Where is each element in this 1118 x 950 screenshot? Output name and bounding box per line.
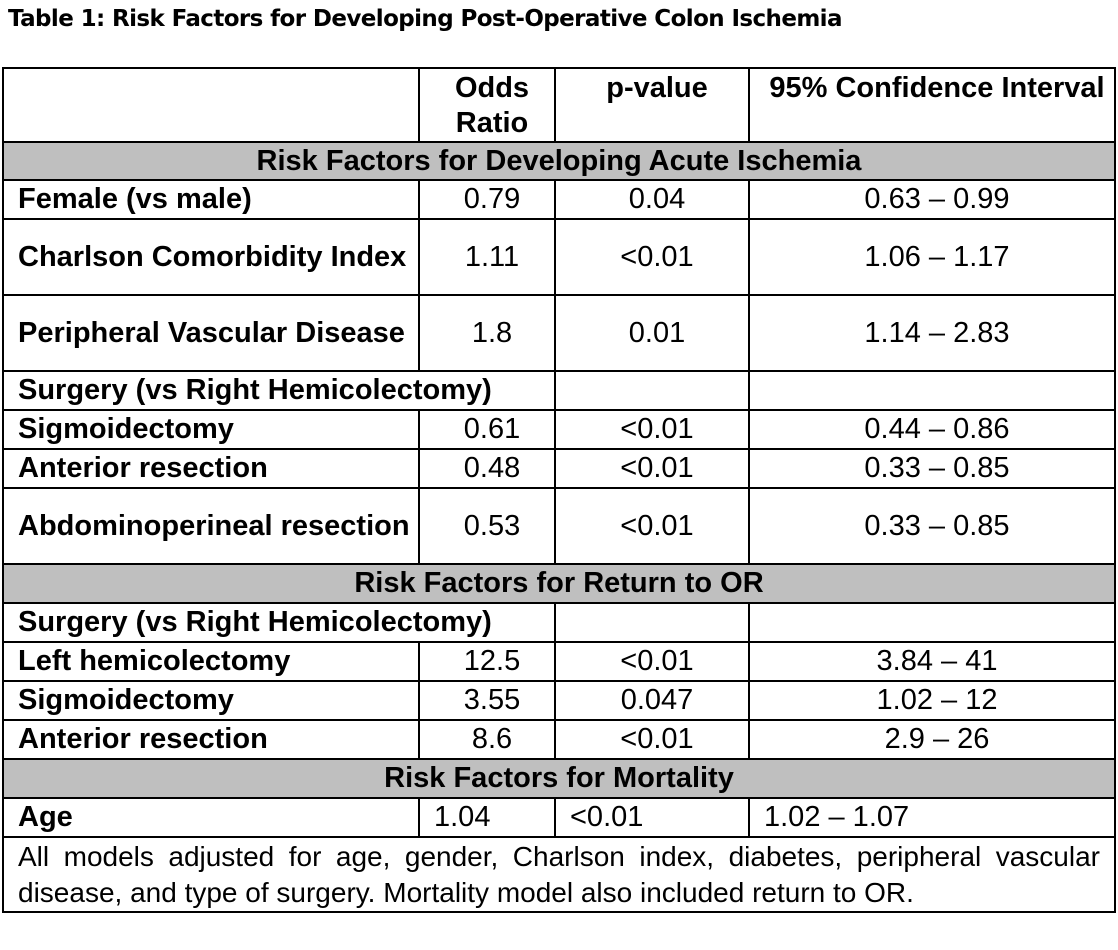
p-value-cell: <0.01 (554, 641, 750, 682)
odds-ratio-cell: 1.04 (418, 797, 556, 838)
p-value-cell: <0.01 (554, 487, 750, 565)
row-label: Age (2, 797, 420, 838)
p-value-cell: <0.01 (554, 218, 750, 296)
odds-ratio-cell: 0.79 (418, 179, 556, 220)
table-row: Peripheral Vascular Disease 1.8 0.01 1.1… (2, 294, 1116, 372)
row-label: Anterior resection (2, 448, 420, 489)
header-p-value: p-value (554, 67, 750, 143)
empty-cell (554, 602, 750, 643)
section-heading-acute-ischemia: Risk Factors for Developing Acute Ischem… (2, 141, 1116, 181)
table-row: Abdominoperineal resection 0.53 <0.01 0.… (2, 487, 1116, 565)
row-label: Charlson Comorbidity Index (2, 218, 420, 296)
row-label: Surgery (vs Right Hemicolectomy) (2, 602, 556, 643)
footnote-row: All models adjusted for age, gender, Cha… (2, 836, 1116, 913)
subheading-row: Surgery (vs Right Hemicolectomy) (2, 370, 1116, 411)
row-label: Left hemicolectomy (2, 641, 420, 682)
ci-cell: 1.02 – 1.07 (748, 797, 1116, 838)
table-footnote: All models adjusted for age, gender, Cha… (2, 836, 1116, 913)
table-row: Left hemicolectomy 12.5 <0.01 3.84 – 41 (2, 641, 1116, 682)
ci-cell: 1.06 – 1.17 (748, 218, 1116, 296)
ci-cell: 0.44 – 0.86 (748, 409, 1116, 450)
table-row: Sigmoidectomy 0.61 <0.01 0.44 – 0.86 (2, 409, 1116, 450)
table-row: Anterior resection 0.48 <0.01 0.33 – 0.8… (2, 448, 1116, 489)
p-value-cell: <0.01 (554, 797, 750, 838)
odds-ratio-cell: 8.6 (418, 719, 556, 760)
risk-factors-table: Odds Ratio p-value 95% Confidence Interv… (2, 67, 1116, 913)
p-value-cell: 0.01 (554, 294, 750, 372)
subheading-row: Surgery (vs Right Hemicolectomy) (2, 602, 1116, 643)
table-row: Sigmoidectomy 3.55 0.047 1.02 – 12 (2, 680, 1116, 721)
row-label: Sigmoidectomy (2, 680, 420, 721)
odds-ratio-cell: 0.48 (418, 448, 556, 489)
ci-cell: 3.84 – 41 (748, 641, 1116, 682)
table-row: Charlson Comorbidity Index 1.11 <0.01 1.… (2, 218, 1116, 296)
ci-cell: 2.9 – 26 (748, 719, 1116, 760)
odds-ratio-cell: 12.5 (418, 641, 556, 682)
empty-cell (748, 602, 1116, 643)
row-label: Peripheral Vascular Disease (2, 294, 420, 372)
odds-ratio-cell: 1.11 (418, 218, 556, 296)
empty-cell (748, 370, 1116, 411)
ci-cell: 1.14 – 2.83 (748, 294, 1116, 372)
section-header-row: Risk Factors for Developing Acute Ischem… (2, 141, 1116, 181)
ci-cell: 0.33 – 0.85 (748, 448, 1116, 489)
odds-ratio-cell: 1.8 (418, 294, 556, 372)
p-value-cell: <0.01 (554, 409, 750, 450)
section-heading-return-to-or: Risk Factors for Return to OR (2, 563, 1116, 604)
table-row: Anterior resection 8.6 <0.01 2.9 – 26 (2, 719, 1116, 760)
row-label: Sigmoidectomy (2, 409, 420, 450)
p-value-cell: 0.04 (554, 179, 750, 220)
row-label: Female (vs male) (2, 179, 420, 220)
p-value-cell: <0.01 (554, 448, 750, 489)
empty-cell (554, 370, 750, 411)
row-label: Abdominoperineal resection (2, 487, 420, 565)
header-odds-ratio: Odds Ratio (418, 67, 556, 143)
odds-ratio-cell: 0.61 (418, 409, 556, 450)
ci-cell: 0.33 – 0.85 (748, 487, 1116, 565)
table-title: Table 1: Risk Factors for Developing Pos… (8, 6, 842, 32)
header-label-cell (2, 67, 420, 143)
section-header-row: Risk Factors for Mortality (2, 758, 1116, 799)
p-value-cell: <0.01 (554, 719, 750, 760)
table-row: Age 1.04 <0.01 1.02 – 1.07 (2, 797, 1116, 838)
section-heading-mortality: Risk Factors for Mortality (2, 758, 1116, 799)
row-label: Surgery (vs Right Hemicolectomy) (2, 370, 556, 411)
table-header-row: Odds Ratio p-value 95% Confidence Interv… (2, 67, 1116, 143)
table-row: Female (vs male) 0.79 0.04 0.63 – 0.99 (2, 179, 1116, 220)
row-label: Anterior resection (2, 719, 420, 760)
ci-cell: 1.02 – 12 (748, 680, 1116, 721)
ci-cell: 0.63 – 0.99 (748, 179, 1116, 220)
odds-ratio-cell: 0.53 (418, 487, 556, 565)
p-value-cell: 0.047 (554, 680, 750, 721)
header-confidence-interval: 95% Confidence Interval (748, 67, 1116, 143)
odds-ratio-cell: 3.55 (418, 680, 556, 721)
section-header-row: Risk Factors for Return to OR (2, 563, 1116, 604)
